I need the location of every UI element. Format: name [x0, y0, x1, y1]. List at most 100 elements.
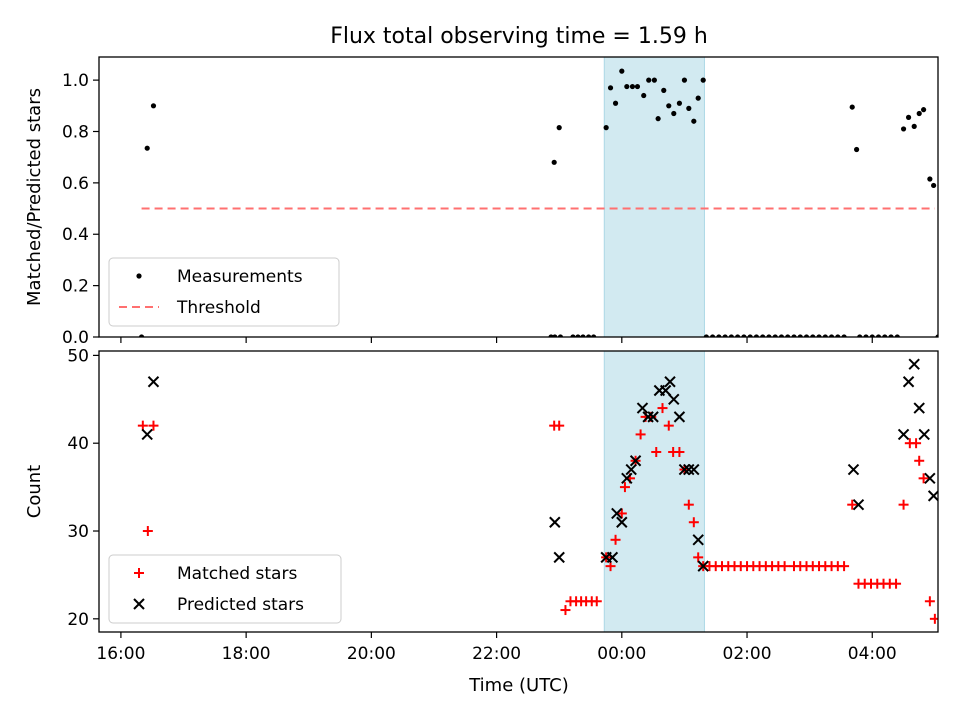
top-dot-point-68 — [916, 110, 922, 117]
top-legend-box — [108, 257, 340, 327]
bottom-legend-box — [108, 554, 342, 624]
bottom-x-point-19 — [678, 463, 691, 476]
bottom-x-point-18-b — [673, 411, 686, 423]
x-tick-label-4: 00:00 — [597, 644, 646, 664]
bottom-x-point-12 — [642, 411, 654, 423]
bottom-x-point-32-b — [927, 490, 938, 502]
top-dot-point-16 — [619, 68, 625, 74]
x-axis-label: Time (UTC) — [468, 675, 569, 696]
bottom-legend: Matched stars Predicted stars — [108, 554, 342, 624]
bottom-plus-point-28 — [683, 499, 694, 510]
bottom-plus-point-66 — [918, 473, 929, 484]
bottom-x-point-27 — [902, 376, 915, 388]
bottom-x-point-30-b — [918, 428, 930, 441]
bottom-plus-point-14 — [610, 534, 621, 545]
top-dot-point-30 — [691, 118, 697, 124]
top-dot-point-69 — [920, 107, 927, 113]
bottom-x-point-16-b — [664, 376, 676, 388]
bottom-plus-point-30 — [693, 552, 704, 563]
top-dot-point-66 — [905, 114, 912, 120]
bottom-x-point-11 — [636, 402, 649, 414]
bottom-x-point-2-b — [549, 516, 561, 528]
bottom-x-point-27-b — [902, 376, 915, 388]
bottom-x-point-26-b — [897, 428, 910, 441]
bottom-x-point-6 — [611, 507, 623, 520]
top-dot-point-15 — [612, 100, 619, 106]
bottom-x-point-9-b — [625, 463, 637, 476]
bottom-x-point-7-b — [616, 516, 628, 528]
bottom-x-point-31 — [924, 472, 936, 485]
x-tick-label-1: 18:00 — [222, 644, 271, 664]
top-dot-point-26 — [671, 110, 677, 117]
bottom-x-point-29 — [913, 402, 925, 414]
top-dot-point-17 — [624, 83, 630, 90]
top-dot-point-28 — [681, 77, 688, 83]
bottom-plus-point-26 — [674, 446, 685, 457]
top-legend-label-0: Measurements — [177, 267, 303, 287]
top-dot-point-1 — [144, 145, 150, 151]
bottom-x-point-28-b — [908, 358, 920, 370]
top-y-tick-label-4: 0.8 — [62, 122, 89, 142]
bottom-x-point-13 — [647, 411, 659, 423]
bottom-legend-label-1: Predicted stars — [177, 595, 304, 615]
top-y-axis-label: Matched/Predicted stars — [24, 88, 45, 306]
bottom-legend-label-0: Matched stars — [177, 564, 297, 584]
top-dot-point-57 — [854, 146, 860, 153]
bottom-x-point-31-b — [924, 472, 936, 485]
bottom-x-point-3-b — [553, 551, 565, 564]
bottom-y-tick-label-0: 20 — [67, 610, 89, 630]
chart-title: Flux total observing time = 1.59 h — [330, 24, 708, 49]
bottom-x-point-1-b — [147, 376, 160, 388]
bottom-axes-frame — [98, 350, 939, 633]
bottom-x-point-22 — [692, 534, 704, 546]
bottom-x-point-15-b — [659, 384, 672, 397]
bottom-plus-point-22 — [651, 446, 662, 457]
bottom-x-point-19-b — [678, 463, 691, 476]
bottom-x-point-20 — [683, 463, 695, 476]
bottom-x-point-15 — [659, 384, 672, 397]
bottom-plus-point-67 — [924, 596, 935, 607]
top-dot-point-22 — [651, 77, 657, 83]
top-axes-frame — [98, 56, 939, 338]
bottom-y-tick-label-2: 40 — [67, 434, 89, 454]
top-dot-point-65 — [900, 126, 907, 132]
bottom-x-point-11-b — [636, 402, 649, 414]
bottom-plus-point-23 — [657, 403, 668, 414]
bottom-x-point-8 — [621, 472, 633, 485]
top-dot-point-67 — [911, 123, 917, 129]
top-dot-point-14 — [607, 85, 614, 91]
bottom-plus-point-15 — [616, 508, 627, 519]
top-dot-point-32 — [700, 77, 706, 83]
bottom-legend-swatch-0 — [134, 568, 144, 578]
bottom-x-point-25 — [852, 498, 865, 511]
top-dot-point-31 — [695, 95, 701, 101]
bottom-x-point-12-b — [642, 411, 654, 423]
bottom-x-point-23 — [697, 560, 709, 572]
x-tick-label-3: 22:00 — [472, 644, 521, 664]
bottom-x-point-16 — [664, 376, 676, 388]
bottom-plus-point-19 — [635, 429, 646, 440]
top-shaded-span — [603, 56, 705, 338]
bottom-x-point-29-b — [913, 402, 925, 414]
bottom-plus-point-68 — [929, 613, 938, 624]
top-y-tick-label-3: 0.6 — [62, 174, 89, 194]
top-dot-point-18 — [629, 83, 636, 90]
top-legend: Measurements Threshold — [108, 257, 340, 327]
top-dot-point-25 — [666, 103, 672, 109]
bottom-panel: 16:00 18:00 20:00 22:00 00:00 02:00 04:00 20 30 4… — [24, 346, 939, 664]
bottom-x-point-2 — [549, 516, 561, 528]
top-dot-point-71 — [931, 182, 937, 189]
bottom-plus-point-53 — [839, 561, 850, 572]
top-dot-point-70 — [927, 176, 933, 182]
bottom-x-point-3 — [553, 551, 565, 564]
bottom-x-point-17 — [668, 393, 680, 406]
bottom-x-point-5 — [606, 551, 619, 564]
bottom-y-tick-label-1: 30 — [67, 522, 89, 542]
bottom-x-point-24-b — [847, 463, 860, 476]
bottom-shaded-span — [603, 350, 705, 633]
bottom-plus-point-11 — [591, 596, 602, 607]
bottom-x-point-1 — [147, 376, 160, 388]
top-dot-point-2 — [150, 103, 157, 109]
top-dot-point-20 — [641, 92, 647, 99]
